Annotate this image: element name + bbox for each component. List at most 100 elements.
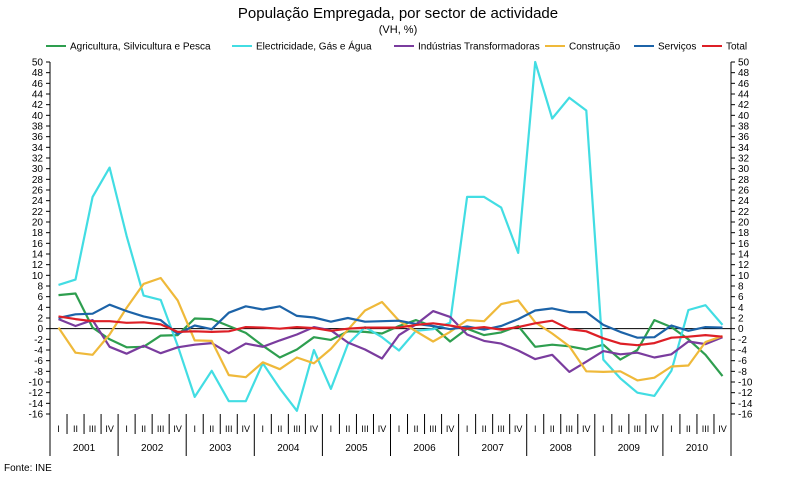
legend-label: Indústrias Transformadoras — [418, 42, 540, 53]
x-quarter-label: I — [602, 424, 605, 434]
y-tick-label-left: 22 — [32, 207, 44, 218]
y-tick-label-left: -4 — [34, 346, 43, 357]
x-quarter-label: I — [330, 424, 333, 434]
y-tick-label-left: 6 — [37, 292, 43, 303]
series-line-3 — [57, 276, 723, 382]
y-tick-label-right: -8 — [738, 367, 747, 378]
y-tick-label-left: -14 — [29, 399, 44, 410]
chart-title: População Empregada, por sector de activ… — [238, 5, 558, 22]
x-quarter-label: II — [209, 424, 214, 434]
x-quarter-label: II — [686, 424, 691, 434]
x-quarter-label: IV — [718, 424, 727, 434]
y-tick-label-left: 40 — [32, 111, 44, 122]
x-quarter-label: II — [414, 424, 419, 434]
y-tick-label-right: 40 — [738, 111, 750, 122]
y-tick-label-left: 36 — [32, 132, 44, 143]
y-tick-label-left: -2 — [34, 335, 43, 346]
series-line-0 — [58, 292, 724, 377]
x-quarter-label: IV — [105, 424, 114, 434]
x-year-label: 2007 — [482, 443, 505, 454]
y-tick-label-right: -4 — [738, 346, 747, 357]
y-tick-label-left: 10 — [32, 271, 44, 282]
y-tick-label-right: -14 — [738, 399, 753, 410]
x-quarter-label: III — [429, 424, 437, 434]
x-quarter-label: I — [262, 424, 265, 434]
y-tick-label-right: 4 — [738, 303, 744, 314]
series-line-2 — [58, 310, 723, 373]
y-tick-label-left: 0 — [37, 324, 43, 335]
x-quarter-label: I — [534, 424, 537, 434]
y-tick-label-right: 8 — [738, 282, 744, 293]
chart-subtitle: (VH, %) — [379, 24, 418, 36]
x-quarter-label: IV — [173, 424, 182, 434]
x-quarter-label: IV — [514, 424, 523, 434]
y-tick-label-left: 42 — [32, 100, 44, 111]
x-quarter-label: III — [702, 424, 710, 434]
y-tick-label-right: 12 — [738, 260, 750, 271]
y-tick-label-left: 2 — [37, 314, 43, 325]
x-quarter-label: II — [618, 424, 623, 434]
y-tick-label-right: 46 — [738, 79, 750, 90]
y-tick-label-right: -6 — [738, 356, 747, 367]
x-quarter-label: IV — [378, 424, 387, 434]
x-quarter-label: III — [225, 424, 233, 434]
x-quarter-label: III — [634, 424, 642, 434]
y-tick-label-right: -12 — [738, 388, 753, 399]
y-tick-label-right: 30 — [738, 164, 750, 175]
y-tick-label-right: 24 — [738, 196, 750, 207]
y-tick-label-right: -2 — [738, 335, 747, 346]
legend-label: Electricidade, Gás e Água — [256, 40, 372, 53]
y-tick-label-left: 30 — [32, 164, 44, 175]
y-tick-label-left: -10 — [29, 378, 44, 389]
y-tick-label-right: 50 — [738, 58, 750, 69]
y-tick-label-right: 42 — [738, 100, 750, 111]
y-tick-label-left: 28 — [32, 175, 44, 186]
x-quarter-label: I — [193, 424, 196, 434]
x-year-label: 2002 — [141, 443, 164, 454]
x-quarter-label: IV — [242, 424, 251, 434]
x-quarter-label: III — [89, 424, 97, 434]
x-year-label: 2006 — [413, 443, 436, 454]
x-quarter-label: IV — [582, 424, 591, 434]
y-tick-label-left: -16 — [29, 410, 44, 421]
y-tick-label-left: -6 — [34, 356, 43, 367]
y-tick-label-right: 6 — [738, 292, 744, 303]
x-quarter-label: II — [73, 424, 78, 434]
y-tick-label-right: 28 — [738, 175, 750, 186]
chart-legend: Agricultura, Silvicultura e Pesca Electri… — [46, 40, 747, 53]
series-line-4 — [58, 303, 723, 339]
series-line-5 — [58, 315, 723, 347]
y-tick-label-left: -8 — [34, 367, 43, 378]
y-tick-label-right: -16 — [738, 410, 753, 421]
x-quarter-label: III — [293, 424, 301, 434]
x-quarter-label: III — [497, 424, 505, 434]
y-tick-label-left: 8 — [37, 282, 43, 293]
y-tick-label-left: 32 — [32, 154, 44, 165]
y-tick-label-right: 44 — [738, 90, 750, 101]
x-year-label: 2009 — [618, 443, 641, 454]
x-quarter-label: IV — [446, 424, 455, 434]
y-tick-label-left: 18 — [32, 228, 44, 239]
x-quarter-label: IV — [310, 424, 319, 434]
x-quarter-label: I — [670, 424, 673, 434]
x-year-label: 2010 — [686, 443, 709, 454]
y-tick-label-right: 34 — [738, 143, 750, 154]
y-tick-label-right: 2 — [738, 314, 744, 325]
y-tick-label-right: 16 — [738, 239, 750, 250]
x-quarter-label: I — [398, 424, 401, 434]
y-tick-label-left: 4 — [37, 303, 43, 314]
x-quarter-label: IV — [650, 424, 659, 434]
x-quarter-label: II — [482, 424, 487, 434]
x-quarter-label: II — [277, 424, 282, 434]
legend-label: Construção — [569, 42, 621, 53]
y-tick-label-left: 46 — [32, 79, 44, 90]
x-quarter-label: I — [466, 424, 469, 434]
x-quarter-label: II — [141, 424, 146, 434]
y-tick-label-left: 12 — [32, 260, 44, 271]
legend-label: Total — [726, 42, 747, 53]
y-tick-label-right: 14 — [738, 250, 750, 261]
y-tick-label-left: -12 — [29, 388, 44, 399]
y-tick-label-right: 20 — [738, 218, 750, 229]
y-tick-label-right: 22 — [738, 207, 750, 218]
